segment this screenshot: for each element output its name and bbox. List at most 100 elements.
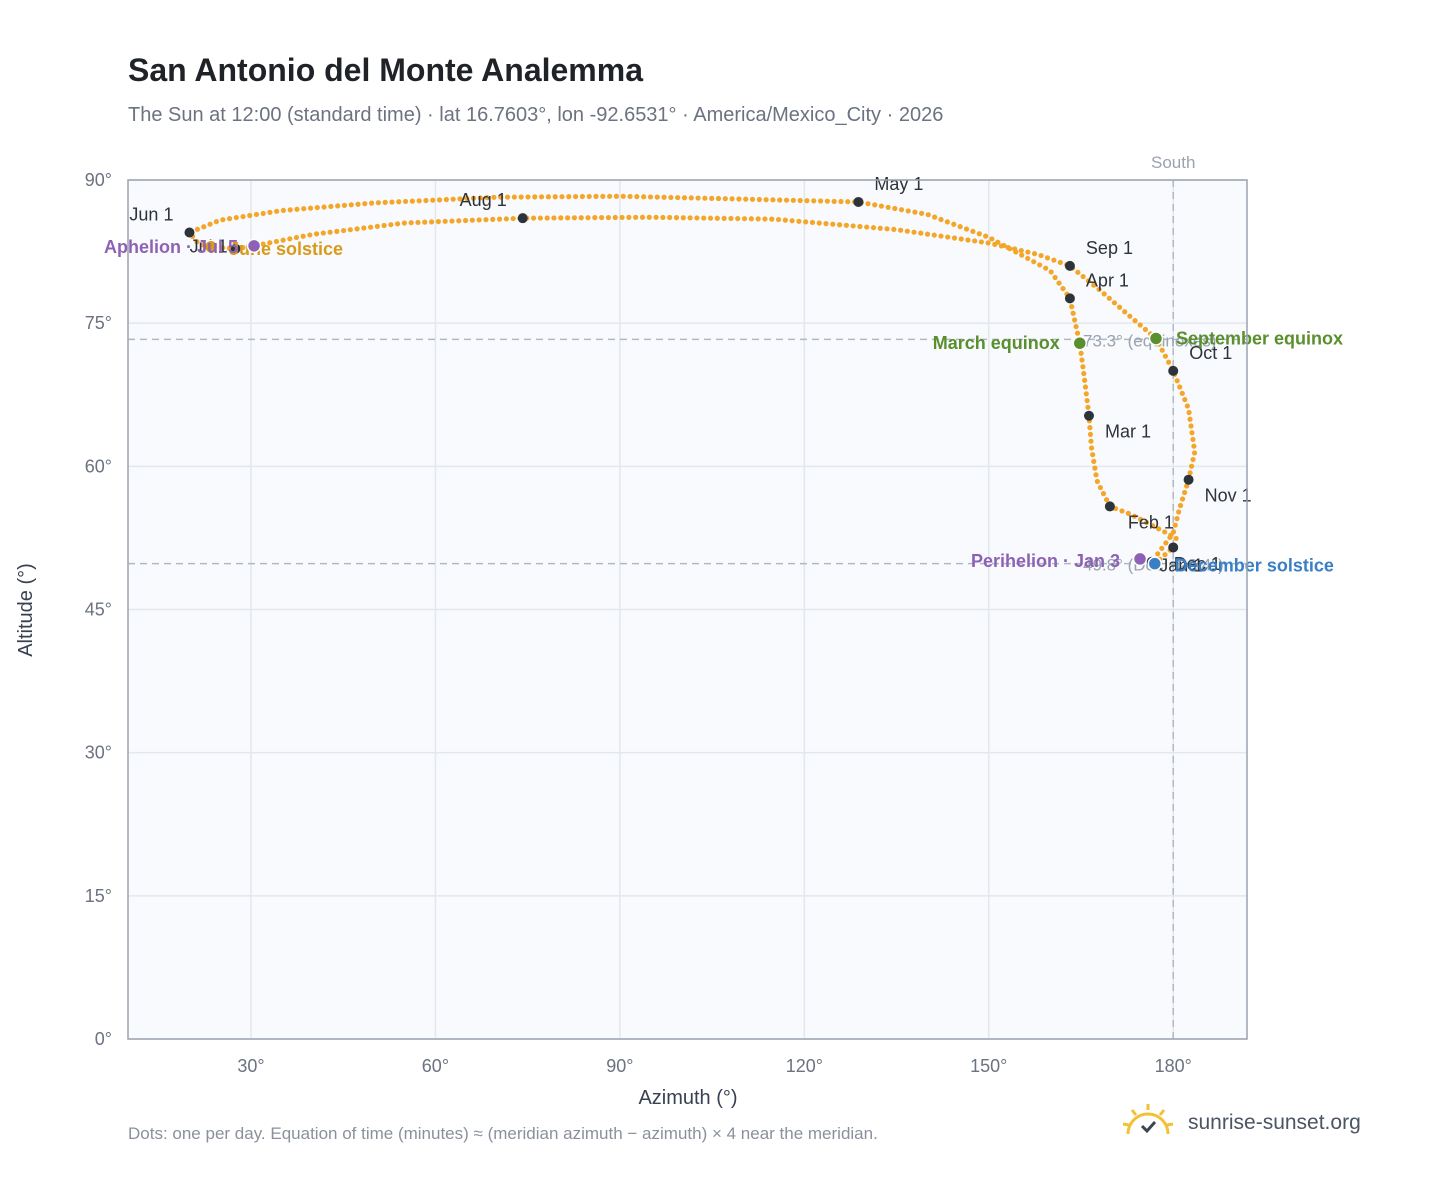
daily-sun-dot [823,221,829,227]
daily-sun-dot [905,208,911,214]
daily-sun-dot [1081,370,1087,377]
month-marker-dot [1064,260,1075,271]
daily-sun-dot [571,215,578,221]
daily-sun-dot [945,234,951,240]
daily-sun-dot [775,216,782,223]
daily-sun-dot [456,218,462,224]
daily-sun-dot [1085,278,1092,284]
daily-sun-dot [382,199,388,205]
daily-sun-dot [1074,330,1081,336]
daily-sun-dot [1025,249,1031,255]
daily-sun-dot [1167,534,1173,541]
daily-sun-dot [641,194,647,200]
daily-sun-dot [1116,304,1123,310]
daily-sun-dot [321,204,327,210]
y-tick-label: 45° [85,600,112,620]
daily-sun-dot [1150,523,1156,529]
brand-name: sunrise-sunset.org [1188,1110,1361,1134]
daily-sun-dot [422,219,428,225]
daily-sun-dot [401,220,407,226]
daily-sun-dot [857,223,863,230]
daily-sun-dot [1190,456,1196,463]
daily-sun-dot [748,216,754,222]
daily-sun-dot [1127,313,1133,319]
analemma-daily-dots [188,193,1198,567]
daily-sun-dot [715,195,722,202]
daily-sun-dot [220,245,226,251]
daily-sun-dot [585,215,591,221]
daily-sun-dot [741,216,748,222]
month-marker-dot [853,196,864,207]
daily-sun-dot [491,194,497,200]
daily-sun-dot [985,240,991,246]
event-marker-label: December solstice [1175,556,1334,576]
daily-sun-dot [797,197,803,204]
daily-sun-dot [1085,404,1091,410]
daily-sun-dot [654,194,660,200]
daily-sun-dot [1048,269,1054,275]
daily-sun-dot [605,214,612,221]
daily-sun-dot [1070,310,1076,316]
daily-sun-dot [965,237,971,243]
daily-sun-dot [496,216,503,222]
daily-sun-dot [334,228,340,234]
daily-sun-dot [804,198,810,204]
x-tick-label: 120° [786,1056,823,1076]
daily-sun-dot [891,226,897,232]
daily-sun-dot [545,194,551,200]
month-marker-dot [1104,501,1115,512]
daily-sun-dot [1080,273,1086,280]
daily-sun-dot [327,229,333,235]
daily-sun-dot [1082,377,1088,383]
event-markers: March equinox September equinox December s… [104,237,1343,576]
daily-sun-dot [1051,257,1057,263]
daily-sun-dot [287,207,293,213]
daily-sun-dot [924,231,931,237]
daily-sun-dot [313,231,320,237]
daily-sun-dot [1018,247,1024,254]
daily-sun-dot [1122,309,1128,315]
daily-sun-dot [1174,378,1180,384]
daily-sun-dot [510,215,516,222]
daily-sun-dot [1037,262,1043,268]
brand[interactable]: sunrise-sunset.org [1120,1100,1361,1145]
daily-sun-dot [253,211,260,218]
daily-sun-dot [667,214,673,221]
daily-sun-dot [1177,384,1183,390]
daily-sun-dot [918,230,924,236]
event-marker-label: Aphelion · Jul 5 [104,237,238,257]
daily-sun-dot [1060,285,1066,292]
daily-sun-dot [646,214,652,220]
daily-sun-dot [673,215,680,221]
daily-sun-dot [912,209,918,215]
daily-sun-dot [1093,472,1099,478]
daily-sun-dot [389,199,395,205]
daily-sun-dot [607,193,613,199]
daily-sun-dot [274,208,280,214]
daily-sun-dot [1078,350,1084,356]
daily-sun-dot [1087,425,1093,431]
daily-sun-dot [884,226,890,232]
daily-sun-dot [450,196,456,202]
x-tick-label: 60° [422,1056,449,1076]
daily-sun-dot [938,233,944,239]
y-tick-label: 0° [95,1029,112,1049]
daily-sun-dot [1187,470,1193,476]
daily-sun-dot [1005,244,1011,251]
daily-sun-dot [660,214,666,221]
daily-sun-dot [824,198,830,204]
daily-sun-dot [367,224,374,230]
daily-sun-dot [355,201,361,207]
daily-sun-dot [586,193,592,200]
daily-sun-dot [1101,291,1107,297]
daily-sun-dot [503,216,509,222]
daily-sun-dot [898,207,905,213]
daily-sun-dot [415,219,421,226]
daily-sun-dot [320,230,326,236]
y-tick-label: 75° [85,313,112,333]
y-tick-label: 30° [85,743,112,763]
daily-sun-dot [347,227,353,233]
daily-sun-dot [769,216,775,222]
